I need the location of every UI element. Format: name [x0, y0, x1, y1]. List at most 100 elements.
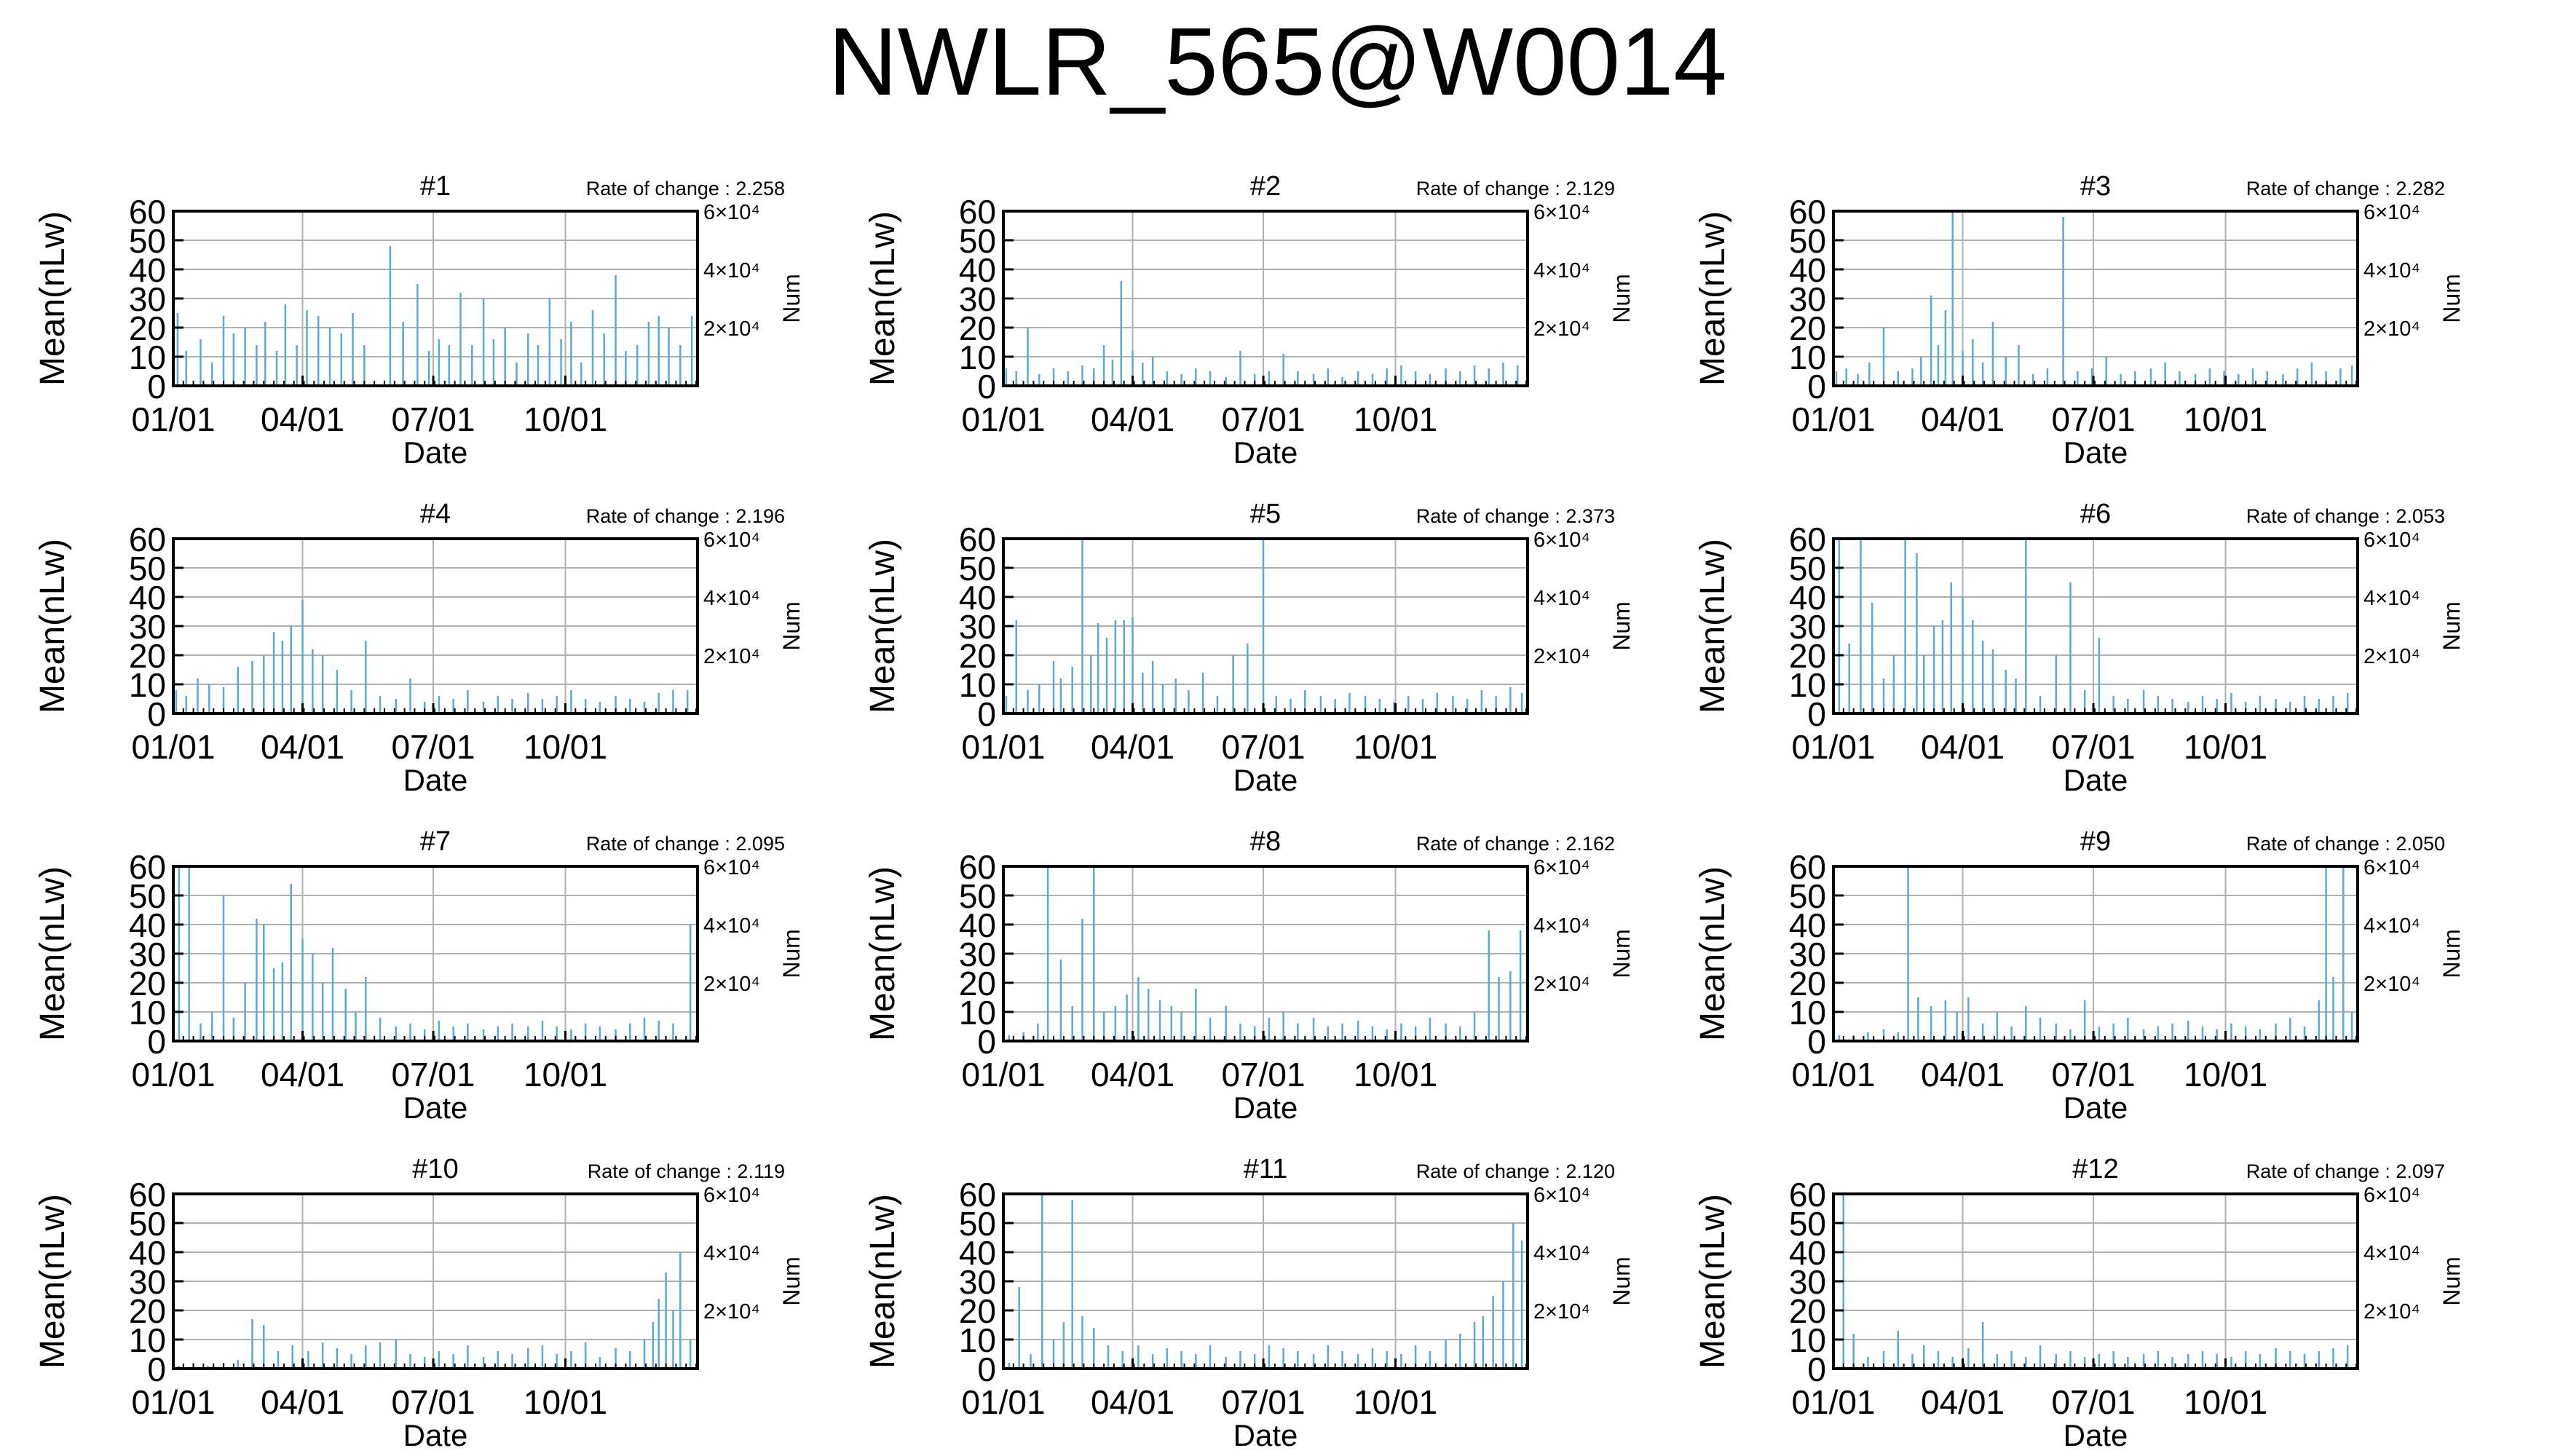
y2-tick-label: 2×10⁴ — [703, 973, 760, 996]
subplot-title: #4 — [420, 499, 451, 529]
y2-axis-label: Num — [778, 929, 805, 978]
y-tick-label: 10 — [959, 666, 996, 704]
x-tick-label: 04/01 — [1091, 400, 1174, 438]
x-axis-label: Date — [2064, 1091, 2128, 1125]
y2-axis-label: Num — [2438, 929, 2465, 978]
y-tick-label: 20 — [129, 637, 166, 675]
y-tick-label: 30 — [1789, 1263, 1826, 1301]
y-tick-label: 60 — [1789, 193, 1826, 231]
y-tick-label: 50 — [1789, 877, 1826, 915]
x-tick-label: 04/01 — [1921, 1056, 2005, 1093]
x-tick-label: 04/01 — [261, 400, 344, 438]
y-tick-label: 50 — [129, 1205, 166, 1243]
x-tick-label: 07/01 — [391, 400, 475, 438]
x-axis-label: Date — [1233, 1091, 1298, 1125]
x-tick-label: 10/01 — [2184, 1056, 2267, 1093]
y-tick-label: 20 — [959, 309, 996, 347]
x-tick-label: 07/01 — [1221, 728, 1305, 766]
y2-tick-label: 6×10⁴ — [1533, 201, 1590, 224]
y2-axis-label: Num — [1608, 929, 1635, 978]
x-tick-label: 04/01 — [261, 728, 344, 766]
y-tick-label: 30 — [129, 608, 166, 646]
y2-tick-label: 2×10⁴ — [2364, 645, 2420, 668]
y2-axis-label: Num — [778, 274, 805, 323]
y2-tick-label: 2×10⁴ — [703, 1300, 760, 1324]
rate-of-change: Rate of change : 2.050 — [2246, 833, 2445, 855]
x-tick-label: 01/01 — [1791, 1383, 1875, 1421]
y-tick-label: 50 — [1789, 1205, 1826, 1243]
y2-axis-label: Num — [2438, 274, 2465, 323]
y-tick-label: 0 — [977, 1023, 996, 1061]
x-axis-label: Date — [403, 1091, 468, 1125]
y-tick-label: 60 — [959, 848, 996, 886]
x-tick-label: 04/01 — [1921, 728, 2005, 766]
y-tick-label: 30 — [1789, 608, 1826, 646]
x-tick-label: 01/01 — [961, 1056, 1045, 1093]
x-tick-label: 07/01 — [391, 1383, 475, 1421]
y-tick-label: 10 — [1789, 994, 1826, 1032]
y-tick-label: 40 — [959, 579, 996, 617]
y2-tick-label: 6×10⁴ — [2364, 1184, 2420, 1207]
x-axis-label: Date — [2064, 1418, 2128, 1452]
x-tick-label: 01/01 — [961, 1383, 1045, 1421]
rate-of-change: Rate of change : 2.258 — [586, 178, 785, 199]
subplot-title: #9 — [2080, 826, 2111, 857]
y2-tick-label: 6×10⁴ — [1533, 1184, 1590, 1207]
y-tick-label: 40 — [959, 1234, 996, 1272]
rate-of-change: Rate of change : 2.196 — [586, 505, 785, 527]
y2-tick-label: 2×10⁴ — [703, 317, 760, 341]
y2-tick-label: 4×10⁴ — [1533, 259, 1590, 282]
y-tick-label: 40 — [1789, 579, 1826, 617]
x-tick-label: 10/01 — [524, 400, 607, 438]
y2-tick-label: 6×10⁴ — [703, 529, 760, 552]
y-tick-label: 60 — [129, 193, 166, 231]
y-tick-label: 60 — [959, 1176, 996, 1214]
y-tick-label: 60 — [959, 193, 996, 231]
y-tick-label: 50 — [959, 222, 996, 260]
y2-tick-label: 4×10⁴ — [1533, 914, 1590, 938]
y-tick-label: 60 — [129, 1176, 166, 1214]
y-tick-label: 30 — [1789, 935, 1826, 973]
y2-tick-label: 4×10⁴ — [2364, 914, 2420, 938]
x-axis-label: Date — [2064, 435, 2128, 470]
rate-of-change: Rate of change : 2.053 — [2246, 505, 2445, 527]
y-tick-label: 60 — [129, 848, 166, 886]
y-tick-label: 50 — [129, 877, 166, 915]
y-tick-label: 40 — [129, 906, 166, 944]
y2-tick-label: 6×10⁴ — [2364, 856, 2420, 879]
x-tick-label: 07/01 — [391, 1056, 475, 1093]
x-tick-label: 07/01 — [2051, 1056, 2135, 1093]
x-tick-label: 07/01 — [391, 728, 475, 766]
y-tick-label: 20 — [129, 309, 166, 347]
y-tick-label: 60 — [1789, 521, 1826, 558]
y2-axis-label: Num — [1608, 274, 1635, 323]
y2-tick-label: 4×10⁴ — [2364, 259, 2420, 282]
x-tick-label: 10/01 — [524, 1056, 607, 1093]
y-tick-label: 0 — [147, 368, 166, 405]
x-tick-label: 10/01 — [2184, 1383, 2267, 1421]
subplot-title: #6 — [2080, 499, 2111, 529]
y-axis-label: Mean(nLw) — [864, 539, 902, 713]
y2-tick-label: 2×10⁴ — [2364, 1300, 2420, 1324]
y2-tick-label: 6×10⁴ — [2364, 529, 2420, 552]
y2-tick-label: 4×10⁴ — [703, 914, 760, 938]
y-tick-label: 30 — [129, 1263, 166, 1301]
y2-axis-label: Num — [2438, 601, 2465, 651]
y-tick-label: 40 — [959, 906, 996, 944]
y-tick-label: 0 — [1807, 695, 1826, 733]
y-tick-label: 30 — [959, 280, 996, 318]
y2-tick-label: 2×10⁴ — [2364, 973, 2420, 996]
subplot-title: #3 — [2080, 171, 2111, 202]
x-tick-label: 07/01 — [1221, 1056, 1305, 1093]
y2-tick-label: 6×10⁴ — [2364, 201, 2420, 224]
y-tick-label: 40 — [1789, 251, 1826, 289]
y-tick-label: 20 — [959, 965, 996, 1002]
y-tick-label: 60 — [959, 521, 996, 558]
subplot-title: #12 — [2072, 1154, 2118, 1184]
